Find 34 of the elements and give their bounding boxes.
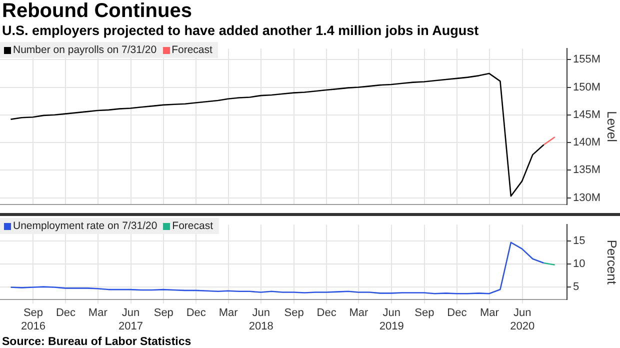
x-tick-label: Sep <box>284 307 304 320</box>
legend-label: Forecast <box>170 44 212 56</box>
y-tick-label: 145M <box>573 108 601 121</box>
y-tick-label: 155M <box>573 54 601 66</box>
x-tick-label: Jun 2019 <box>379 307 404 332</box>
x-tick-label: Dec <box>316 307 337 320</box>
y-tick-label: 5 <box>573 280 580 293</box>
x-tick-label: Dec <box>447 307 468 320</box>
y-tick-label: 150M <box>573 81 601 94</box>
x-tick-label: Dec <box>56 307 76 320</box>
y-tick-label: 135M <box>573 164 601 176</box>
chart-subtitle: U.S. employers projected to have added another 1.4 million jobs in August <box>2 23 479 38</box>
legend-label: Number on payrolls on 7/31/20 <box>12 44 157 56</box>
x-tick-label: Sep <box>154 307 174 320</box>
x-tick-label: Dec <box>186 307 206 320</box>
x-tick-label: Mar <box>88 307 108 320</box>
chart-title: Rebound Continues <box>2 0 192 23</box>
x-tick-label: Jun 2018 <box>248 307 274 332</box>
legend-label: Forecast <box>171 220 214 232</box>
source-note: Source: Bureau of Labor Statistics <box>2 336 192 348</box>
y-tick-label: 140M <box>573 136 601 149</box>
y-tick-label: 10 <box>573 258 586 270</box>
legend-label: Unemployment rate on 7/31/20 <box>12 220 158 232</box>
x-tick-label: Mar <box>218 307 238 320</box>
y-tick-label: 15 <box>573 235 586 248</box>
x-tick-label: Mar <box>349 307 369 320</box>
x-tick-label: Jun 2017 <box>118 307 144 332</box>
y-tick-label: 130M <box>573 192 601 204</box>
x-tick-label: Jun 2020 <box>510 307 535 332</box>
x-tick-label: Sep 2016 <box>20 307 46 332</box>
y-axis-title: Percent <box>604 240 620 285</box>
x-tick-label: Sep <box>414 307 434 320</box>
y-axis-title: Level <box>604 110 620 142</box>
x-tick-label: Mar <box>480 307 500 320</box>
